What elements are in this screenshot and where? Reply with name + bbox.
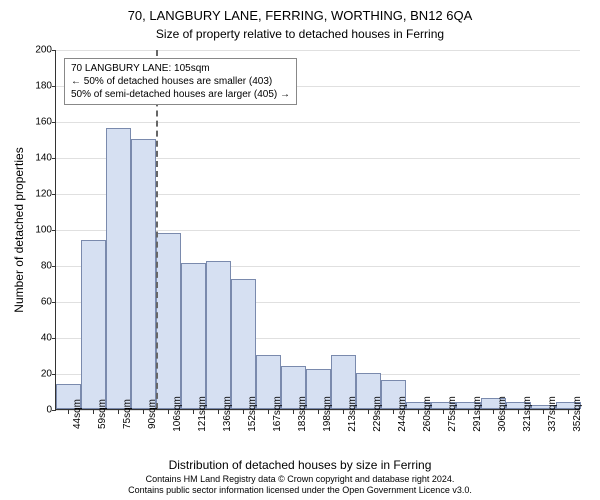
x-tick-mark	[443, 410, 444, 414]
x-tick-mark	[143, 410, 144, 414]
x-axis-label: Distribution of detached houses by size …	[0, 458, 600, 472]
x-tick-label: 198sqm	[322, 396, 333, 432]
x-tick-label: 106sqm	[172, 396, 183, 432]
x-tick-label: 321sqm	[522, 396, 533, 432]
y-tick-mark	[52, 194, 56, 195]
x-tick-label: 121sqm	[197, 396, 208, 432]
y-tick-label: 60	[22, 297, 52, 308]
x-tick-mark	[268, 410, 269, 414]
x-tick-mark	[418, 410, 419, 414]
footer-line-2: Contains public sector information licen…	[0, 485, 600, 496]
y-tick-label: 100	[22, 225, 52, 236]
histogram-bar	[106, 128, 131, 409]
annotation-line: 50% of semi-detached houses are larger (…	[71, 88, 290, 101]
grid-line	[56, 122, 580, 123]
x-tick-mark	[168, 410, 169, 414]
x-tick-label: 59sqm	[97, 399, 108, 429]
y-tick-mark	[52, 86, 56, 87]
x-tick-mark	[518, 410, 519, 414]
x-tick-label: 136sqm	[222, 396, 233, 432]
grid-line	[56, 50, 580, 51]
x-tick-label: 275sqm	[447, 396, 458, 432]
footer-line-1: Contains HM Land Registry data © Crown c…	[0, 474, 600, 485]
y-tick-mark	[52, 302, 56, 303]
x-tick-mark	[368, 410, 369, 414]
y-tick-label: 180	[22, 81, 52, 92]
y-tick-mark	[52, 158, 56, 159]
x-tick-mark	[543, 410, 544, 414]
y-tick-label: 140	[22, 153, 52, 164]
x-tick-mark	[118, 410, 119, 414]
x-tick-label: 244sqm	[397, 396, 408, 432]
chart-title: 70, LANGBURY LANE, FERRING, WORTHING, BN…	[0, 0, 600, 23]
x-tick-label: 152sqm	[247, 396, 258, 432]
chart-footer: Contains HM Land Registry data © Crown c…	[0, 474, 600, 497]
x-tick-label: 260sqm	[422, 396, 433, 432]
y-tick-label: 40	[22, 333, 52, 344]
x-tick-label: 167sqm	[272, 396, 283, 432]
y-tick-label: 80	[22, 261, 52, 272]
y-tick-label: 120	[22, 189, 52, 200]
y-tick-mark	[52, 50, 56, 51]
y-tick-mark	[52, 410, 56, 411]
x-tick-mark	[343, 410, 344, 414]
annotation-box: 70 LANGBURY LANE: 105sqm← 50% of detache…	[64, 58, 297, 105]
annotation-line: ← 50% of detached houses are smaller (40…	[71, 75, 290, 88]
x-tick-label: 306sqm	[497, 396, 508, 432]
x-tick-mark	[93, 410, 94, 414]
x-tick-label: 44sqm	[72, 399, 83, 429]
x-tick-mark	[218, 410, 219, 414]
x-tick-mark	[468, 410, 469, 414]
histogram-bar	[131, 139, 156, 409]
plot-area: 70 LANGBURY LANE: 105sqm← 50% of detache…	[55, 50, 580, 410]
x-tick-mark	[193, 410, 194, 414]
x-tick-mark	[293, 410, 294, 414]
annotation-line: 70 LANGBURY LANE: 105sqm	[71, 62, 290, 75]
y-tick-mark	[52, 266, 56, 267]
x-tick-mark	[243, 410, 244, 414]
x-tick-label: 90sqm	[147, 399, 158, 429]
histogram-bar	[156, 233, 181, 409]
chart-subtitle: Size of property relative to detached ho…	[0, 23, 600, 41]
y-tick-label: 160	[22, 117, 52, 128]
x-tick-label: 352sqm	[572, 396, 583, 432]
y-tick-label: 0	[22, 405, 52, 416]
x-tick-mark	[68, 410, 69, 414]
histogram-bar	[81, 240, 106, 409]
x-tick-label: 337sqm	[547, 396, 558, 432]
x-tick-mark	[568, 410, 569, 414]
histogram-bar	[206, 261, 231, 409]
y-tick-label: 200	[22, 45, 52, 56]
x-tick-label: 75sqm	[122, 399, 133, 429]
x-tick-mark	[318, 410, 319, 414]
x-tick-label: 291sqm	[472, 396, 483, 432]
y-tick-label: 20	[22, 369, 52, 380]
histogram-bar	[181, 263, 206, 409]
y-tick-mark	[52, 230, 56, 231]
x-tick-label: 213sqm	[347, 396, 358, 432]
y-tick-mark	[52, 338, 56, 339]
x-tick-label: 229sqm	[372, 396, 383, 432]
histogram-bar	[231, 279, 256, 409]
x-tick-mark	[393, 410, 394, 414]
x-tick-mark	[493, 410, 494, 414]
y-tick-mark	[52, 374, 56, 375]
x-tick-label: 183sqm	[297, 396, 308, 432]
y-tick-mark	[52, 122, 56, 123]
